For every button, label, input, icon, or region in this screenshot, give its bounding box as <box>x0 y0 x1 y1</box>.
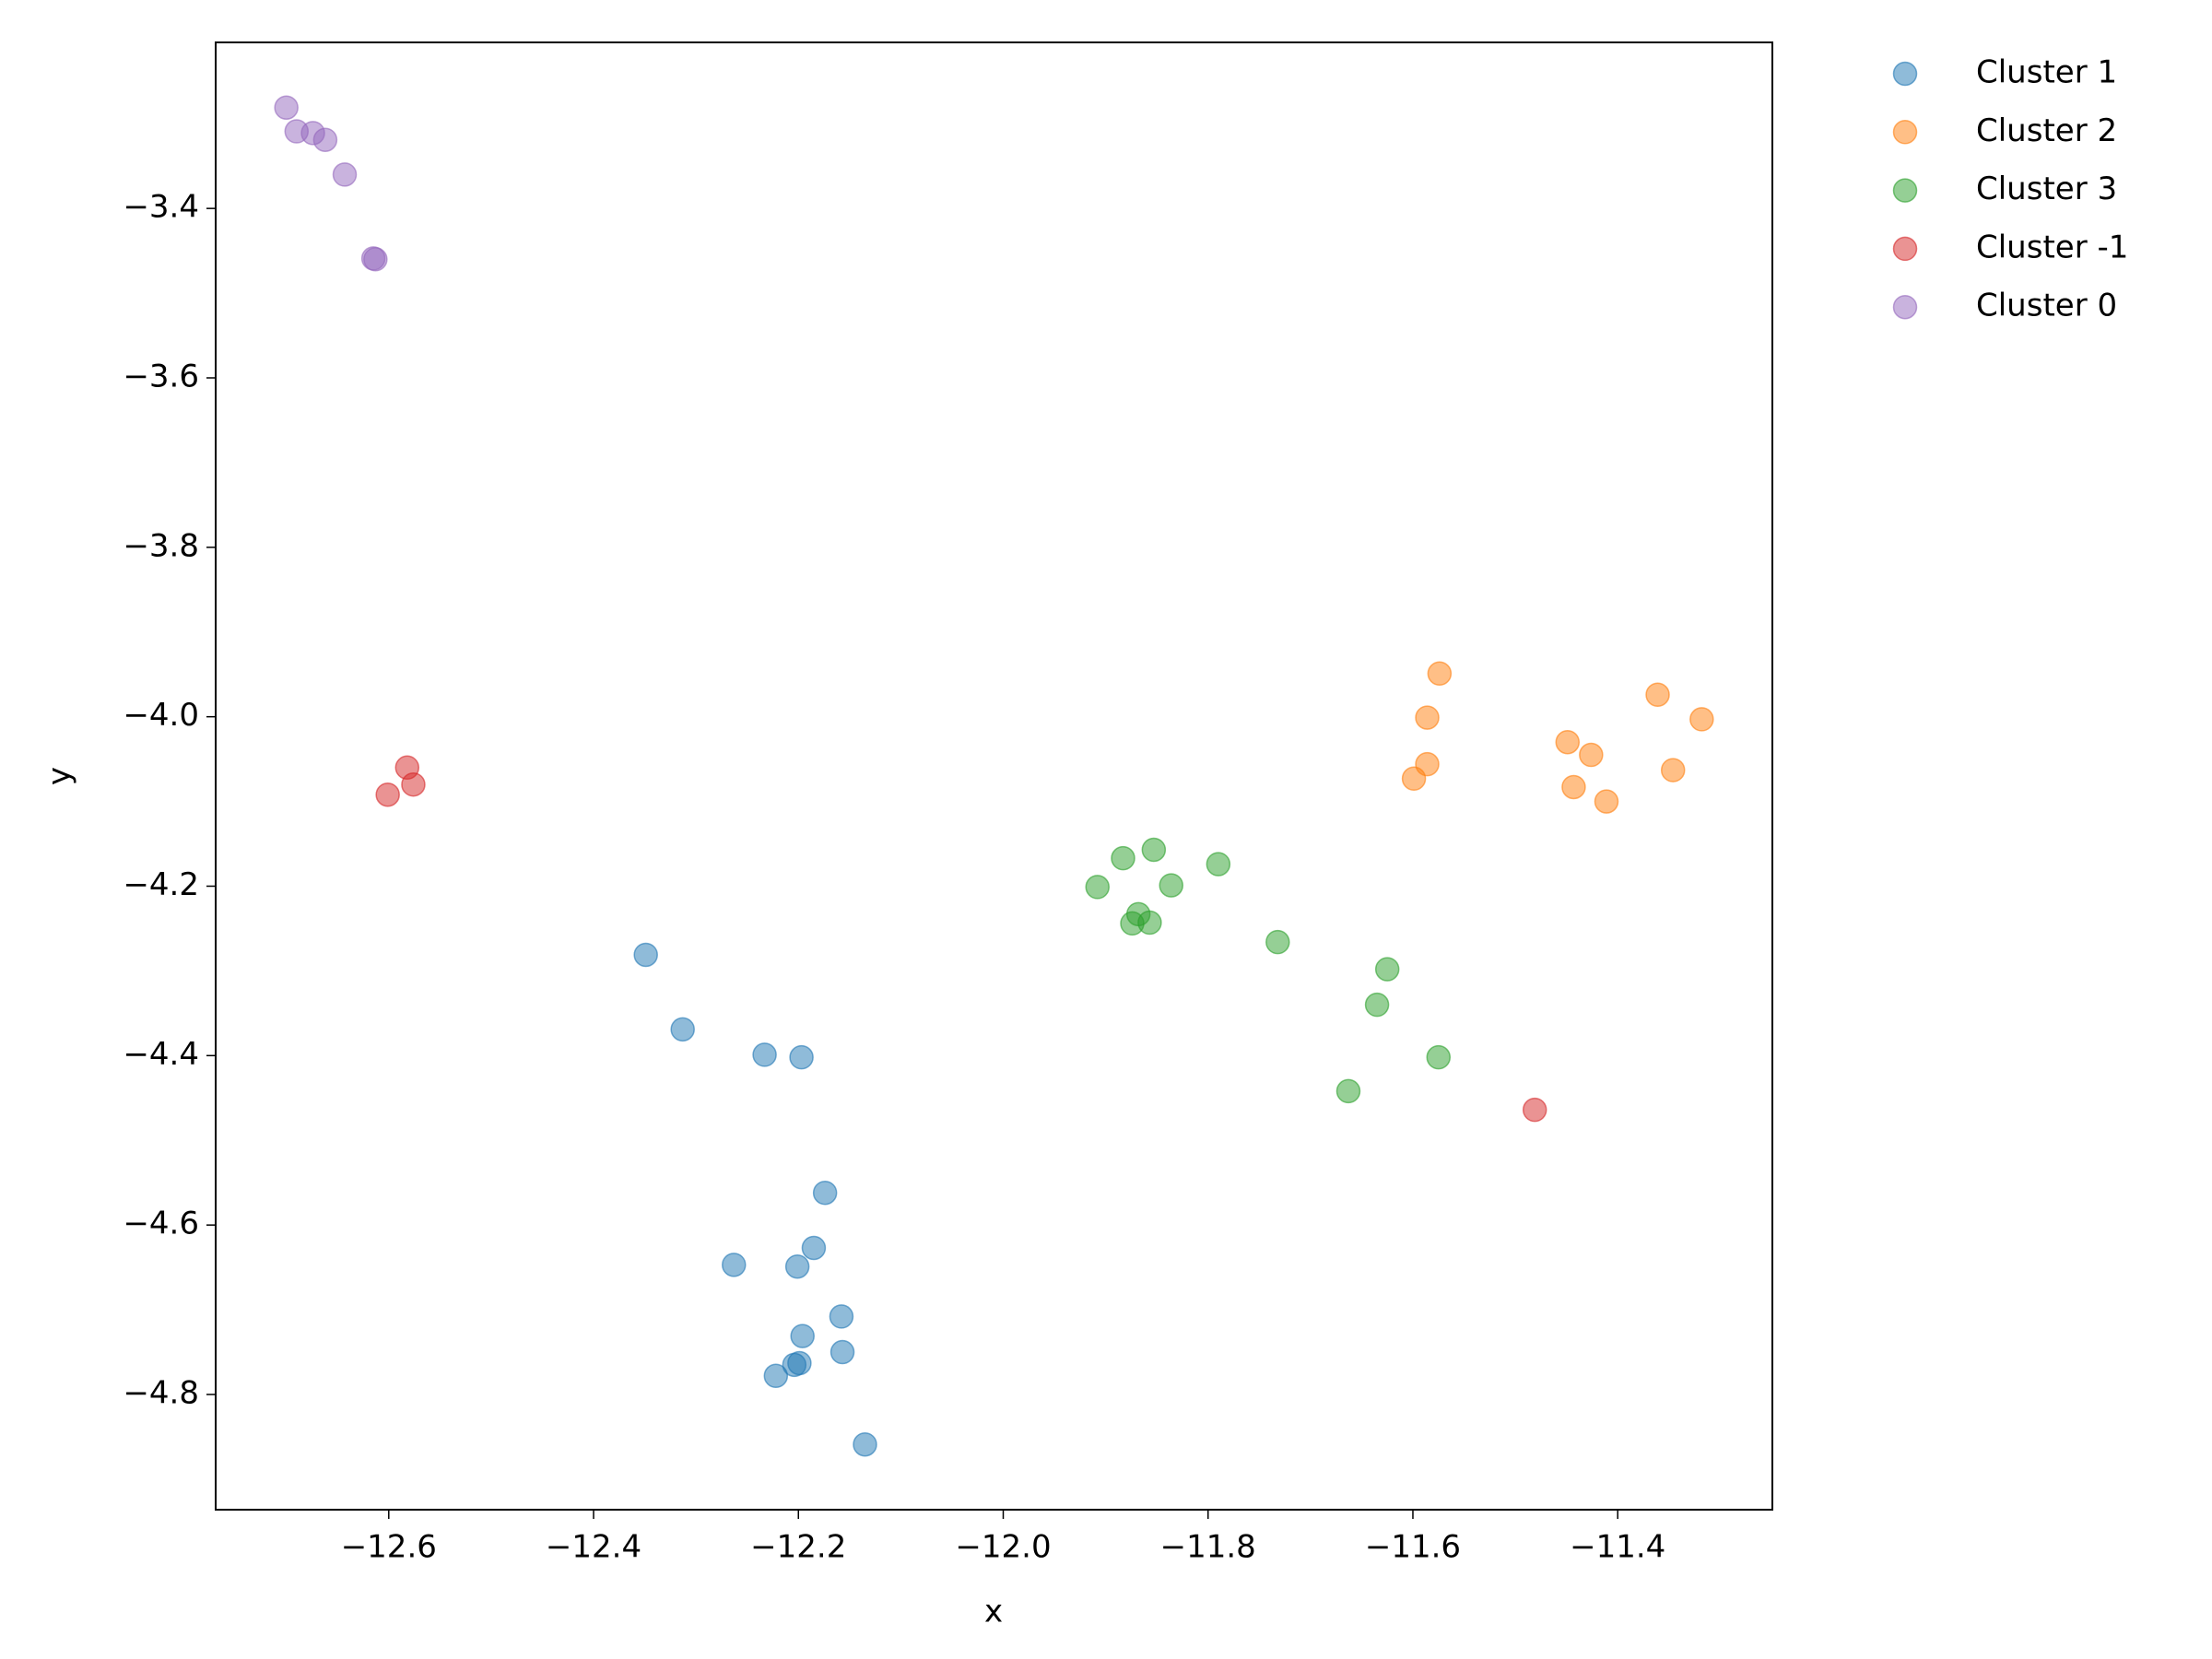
scatter-point <box>670 1017 695 1042</box>
legend-label: Cluster -1 <box>1976 229 2128 265</box>
plot-frame <box>215 41 1773 1511</box>
y-axis-label: y <box>41 767 78 785</box>
scatter-point <box>633 942 658 968</box>
scatter-point <box>782 1352 807 1378</box>
x-tick-label: −12.2 <box>750 1529 846 1566</box>
legend-marker <box>1892 120 1918 145</box>
scatter-point <box>1137 910 1162 935</box>
scatter-point <box>1159 873 1183 898</box>
x-tick-label: −12.4 <box>546 1529 641 1566</box>
legend-label: Cluster 3 <box>1976 171 2117 207</box>
legend-marker <box>1892 236 1918 262</box>
scatter-point <box>830 1339 855 1365</box>
scatter-point <box>1364 992 1390 1018</box>
scatter-point <box>790 1324 815 1348</box>
y-tick-label: −4.0 <box>123 697 199 734</box>
y-tick-label: −3.4 <box>123 189 199 226</box>
scatter-point <box>752 1042 777 1067</box>
scatter-point <box>1561 774 1586 800</box>
y-tick-label: −4.6 <box>123 1206 199 1242</box>
scatter-point <box>1427 661 1453 687</box>
scatter-point <box>1141 837 1167 863</box>
scatter-point <box>1335 1078 1361 1104</box>
scatter-point <box>1645 682 1670 708</box>
x-tick-label: −11.8 <box>1160 1529 1256 1566</box>
x-axis-label: x <box>984 1594 1003 1630</box>
y-tick-label: −4.8 <box>123 1374 199 1411</box>
scatter-point <box>1579 742 1604 768</box>
scatter-point <box>1660 758 1686 782</box>
x-tick-label: −12.6 <box>341 1529 437 1566</box>
x-tick-label: −11.4 <box>1570 1529 1665 1566</box>
scatter-point <box>829 1304 854 1329</box>
scatter-point <box>401 771 426 797</box>
scatter-point <box>1594 789 1619 814</box>
scatter-point <box>1689 707 1714 732</box>
scatter-point <box>789 1044 814 1070</box>
scatter-point <box>1522 1097 1547 1123</box>
scatter-point <box>722 1253 747 1277</box>
scatter-point <box>1401 766 1427 792</box>
scatter-point <box>1415 705 1440 730</box>
legend-marker <box>1892 294 1918 320</box>
scatter-point <box>1111 845 1135 871</box>
scatter-point <box>1206 852 1231 877</box>
legend-label: Cluster 1 <box>1976 54 2117 91</box>
scatter-point <box>763 1363 789 1389</box>
legend-marker <box>1892 61 1918 87</box>
scatter-point <box>812 1180 838 1206</box>
scatter-point <box>784 1253 810 1279</box>
legend-label: Cluster 2 <box>1976 112 2117 149</box>
scatter-point <box>1085 875 1110 900</box>
scatter-point <box>1426 1044 1452 1070</box>
scatter-point <box>363 247 388 272</box>
scatter-point <box>332 162 358 187</box>
scatter-point <box>1265 929 1290 955</box>
legend-marker <box>1892 178 1918 203</box>
scatter-point <box>1555 729 1581 755</box>
scatter-point <box>801 1235 827 1261</box>
x-tick-label: −12.0 <box>955 1529 1051 1566</box>
y-tick-label: −4.4 <box>123 1036 199 1073</box>
scatter-point <box>1374 957 1400 982</box>
scatter-point <box>853 1431 877 1457</box>
y-tick-label: −3.6 <box>123 358 199 394</box>
scatter-point <box>274 95 299 121</box>
legend-label: Cluster 0 <box>1976 288 2117 324</box>
scatter-point <box>312 127 338 152</box>
y-tick-label: −3.8 <box>123 527 199 564</box>
x-tick-label: −11.6 <box>1365 1529 1461 1566</box>
y-tick-label: −4.2 <box>123 866 199 903</box>
scatter-point <box>375 782 400 807</box>
